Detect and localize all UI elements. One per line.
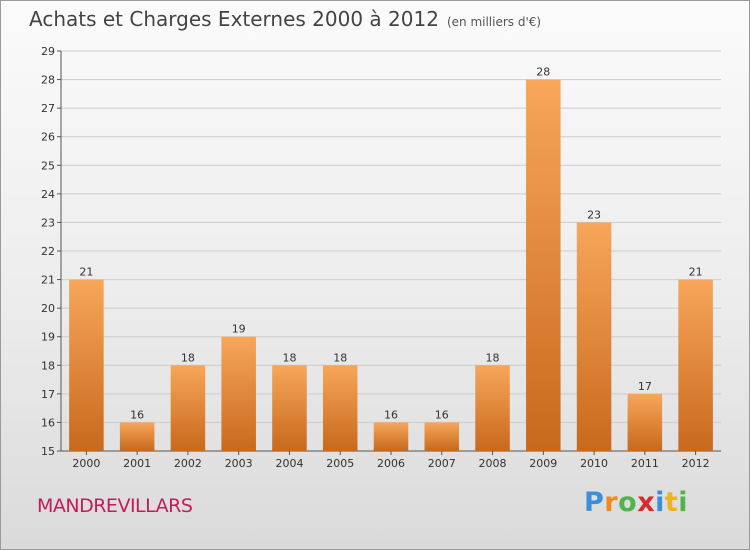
x-tick-label: 2004 [275,457,303,470]
location-name: MANDREVILLARS [37,495,193,517]
bar [170,365,206,451]
x-tick-label: 2007 [428,457,456,470]
x-tick-label: 2006 [377,457,405,470]
bar [424,422,460,451]
y-tick-label: 20 [41,302,55,315]
x-tick-label: 2001 [123,457,151,470]
y-tick-label: 22 [41,245,55,258]
y-tick-label: 17 [41,388,55,401]
bar-value-label: 16 [384,408,398,421]
x-tick-label: 2000 [72,457,100,470]
x-tick-label: 2010 [580,457,608,470]
title-text: Achats et Charges Externes 2000 à 2012 [29,7,439,31]
y-tick-label: 26 [41,131,55,144]
bar [678,279,713,451]
chart-title: Achats et Charges Externes 2000 à 2012 (e… [29,7,541,31]
logo-letter: o [618,487,638,518]
logo-letter: i [678,487,689,518]
bar-value-label: 17 [638,380,652,393]
bar [272,365,307,451]
bar [526,79,561,452]
y-tick-label: 15 [41,445,55,458]
bar-value-label: 16 [435,408,449,421]
y-tick-label: 19 [41,331,55,344]
logo-letter: i [655,487,665,518]
x-tick-label: 2003 [225,457,253,470]
bar-value-label: 16 [130,408,144,421]
x-tick-label: 2005 [326,457,354,470]
y-tick-label: 25 [41,159,55,172]
bar-value-label: 18 [333,351,347,364]
logo-letter: t [664,487,679,518]
bar-value-label: 18 [486,351,500,364]
y-tick-label: 23 [41,216,55,229]
logo-letter: r [604,487,619,518]
subtitle-text: (en milliers d'€) [446,15,542,29]
bar [373,422,409,451]
logo-letter: P [584,487,605,518]
bar [322,365,358,451]
bar-value-label: 18 [181,351,195,364]
x-tick-label: 2008 [479,457,507,470]
y-tick-label: 18 [41,359,55,372]
proxiti-logo: Proxiti [584,487,688,518]
x-tick-label: 2002 [174,457,202,470]
bar [627,393,663,451]
bar [576,222,612,451]
y-tick-label: 21 [41,274,55,287]
bar-value-label: 21 [79,266,93,279]
bar-value-label: 19 [232,323,246,336]
bar [221,336,256,451]
y-tick-label: 27 [41,102,55,115]
x-tick-label: 2011 [631,457,659,470]
x-tick-label: 2012 [682,457,710,470]
y-tick-label: 16 [41,416,55,429]
y-tick-label: 28 [41,74,55,87]
bar-value-label: 28 [536,66,550,79]
x-tick-label: 2009 [529,457,557,470]
y-tick-label: 24 [41,188,55,201]
bar-value-label: 23 [587,208,601,221]
bar-value-label: 21 [689,266,703,279]
bar [475,365,510,451]
y-tick-label: 29 [41,45,55,58]
logo-letter: x [637,487,656,518]
bar-value-label: 18 [282,351,296,364]
bar [119,422,155,451]
bar [69,279,104,451]
